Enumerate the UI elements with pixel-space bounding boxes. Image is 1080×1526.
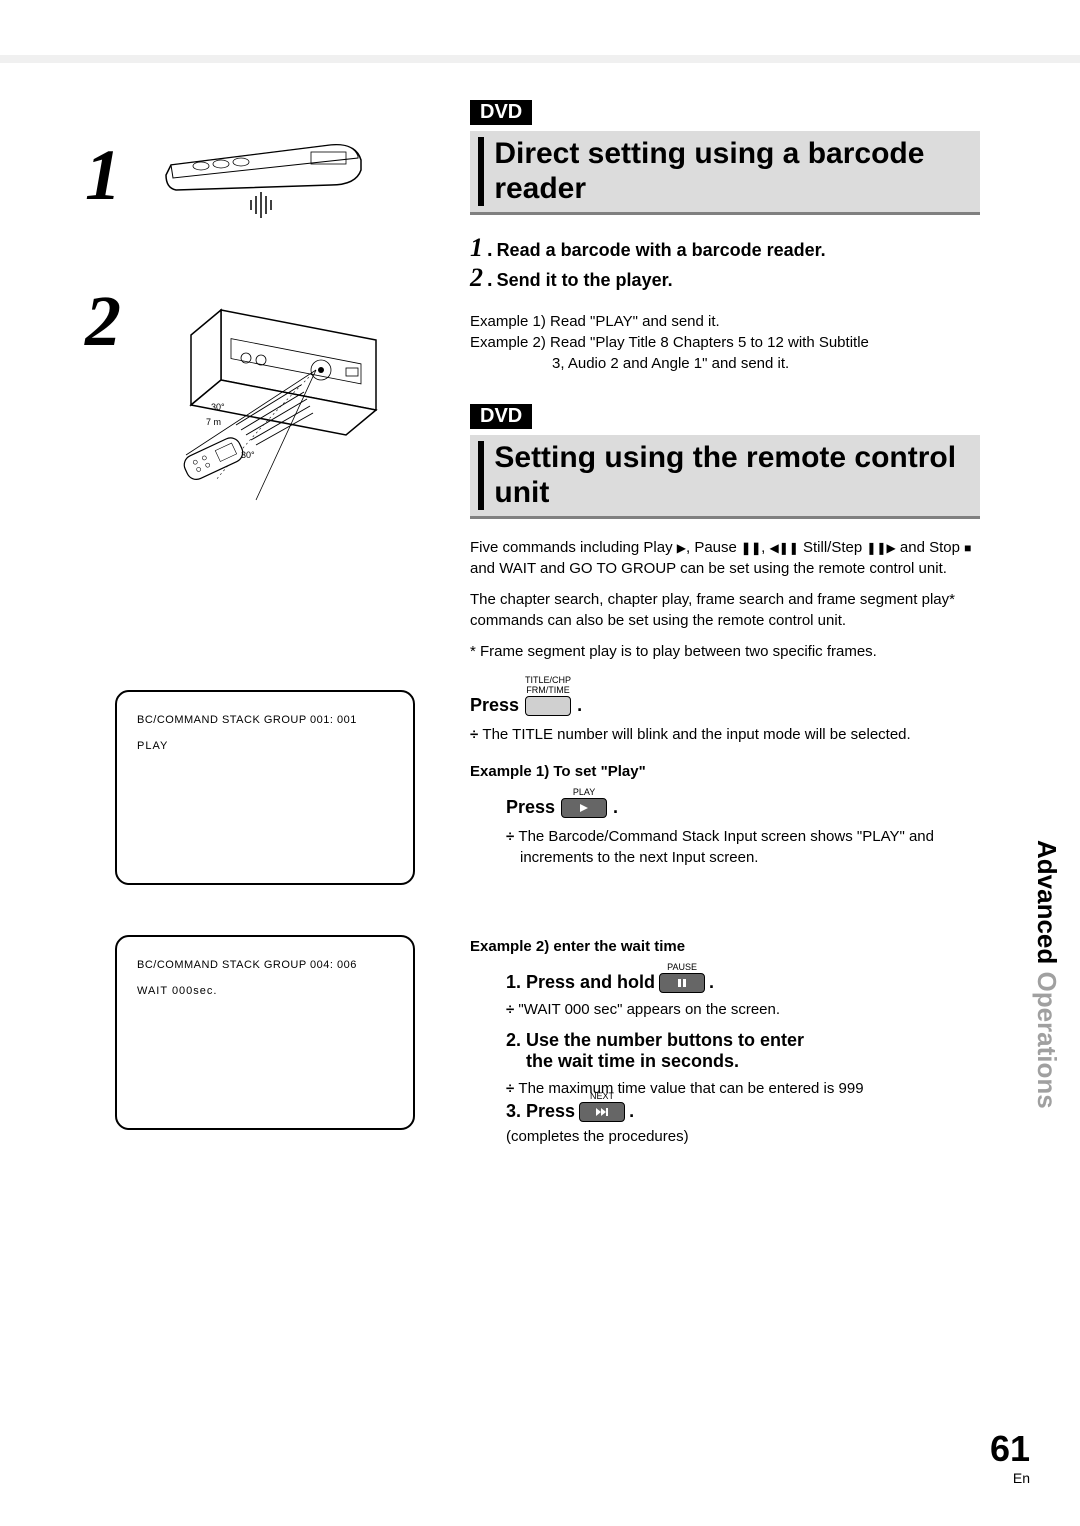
screen-2-body: WAIT 000sec. [137,985,393,997]
script-num-2: 2 [470,263,483,293]
step-1-press-hold: 1. Press and hold [506,972,655,993]
next-icon [595,1107,609,1117]
side-tab-operations: Operations [1032,964,1062,1108]
step-3-press: 3. Press [506,1101,575,1122]
bullet-wait: "WAIT 000 sec" appears on the screen. [506,999,980,1020]
left-column: 1 2 [0,100,470,1185]
page-content: 1 2 [0,100,1080,1185]
angle-label: 30° [211,402,225,412]
press-title-chp: Press TITLE/CHP FRM/TIME . [470,676,980,716]
angle-label-2: 30° [241,450,255,460]
btn-frm-time-label: FRM/TIME [526,686,570,695]
bullet-play: The Barcode/Command Stack Input screen s… [506,826,980,868]
section-2-footnote: * Frame segment play is to play between … [470,641,980,662]
example-2b-text: 3, Audio 2 and Angle 1" and send it. [470,353,980,374]
press-label: Press [470,695,519,716]
top-bar [0,55,1080,63]
press-label-2: Press [506,797,555,818]
right-column: DVD Direct setting using a barcode reade… [470,100,1010,1185]
section-2-p1: Five commands including Play ▶, Pause ❚❚… [470,537,980,579]
section-1-examples: Example 1) Read "PLAY" and send it. Exam… [470,311,980,374]
section-2-header: Setting using the remote control unit [470,435,980,519]
btn-title-chp-label: TITLE/CHP [525,676,571,685]
section-2-p2: The chapter search, chapter play, frame … [470,589,980,631]
illustration-step-1: 1 [85,130,470,220]
next-button[interactable]: NEXT [579,1092,625,1122]
side-tab: Advanced Operations [1031,840,1062,1109]
step-number-2: 2 [85,280,121,363]
remote-illustration [161,130,371,220]
page-number-block: 61 En [990,1428,1030,1486]
wait-step-2b: the wait time in seconds. [506,1051,980,1072]
screen-box-1: BC/COMMAND STACK GROUP 001: 001 PLAY [115,690,415,885]
screen-box-2: BC/COMMAND STACK GROUP 004: 006 WAIT 000… [115,935,415,1130]
section-1-header: Direct setting using a barcode reader [470,131,980,215]
script-num-1: 1 [470,233,483,263]
bullet-max: The maximum time value that can be enter… [506,1078,980,1099]
btn-next-label: NEXT [590,1092,614,1101]
screen-1-header: BC/COMMAND STACK GROUP 001: 001 [137,714,393,726]
wait-step-3: 3. Press NEXT . [506,1101,980,1122]
title-chp-button[interactable]: TITLE/CHP FRM/TIME [525,676,571,716]
bullet-title-blink: The TITLE number will blink and the inpu… [470,724,980,745]
dvd-badge-2: DVD [470,404,532,429]
completes-text: (completes the procedures) [506,1128,980,1145]
page-lang: En [990,1470,1030,1486]
example-2-heading: Example 2) enter the wait time [470,938,980,955]
play-icon [579,803,589,813]
step-2-text: Send it to the player. [497,270,673,291]
pause-icon [677,978,687,988]
step-1-text: Read a barcode with a barcode reader. [497,240,826,261]
section-bar-2 [478,441,484,510]
distance-label: 7 m [206,417,221,427]
example-2a-text: Example 2) Read "Play Title 8 Chapters 5… [470,332,980,353]
wait-step-1: 1. Press and hold PAUSE . [506,963,980,993]
pause-button[interactable]: PAUSE [659,963,705,993]
page-number: 61 [990,1428,1030,1470]
btn-pause-label: PAUSE [667,963,697,972]
section-2-title: Setting using the remote control unit [494,441,972,510]
step-number-1: 1 [85,134,121,217]
wait-step-2a: 2. Use the number buttons to enter [506,1030,980,1051]
barcode-steps: 1. Read a barcode with a barcode reader.… [470,233,980,293]
section-bar [478,137,484,206]
dvd-badge: DVD [470,100,532,125]
screen-1-body: PLAY [137,740,393,752]
illustration-step-2: 2 [85,280,470,510]
example-1-heading: Example 1) To set "Play" [470,763,980,780]
btn-play-label: PLAY [573,788,595,797]
screen-2-header: BC/COMMAND STACK GROUP 004: 006 [137,959,393,971]
play-button[interactable]: PLAY [561,788,607,818]
example-1-block: Press PLAY . The Barcode/Command Stack I… [470,788,980,868]
section-1-title: Direct setting using a barcode reader [494,137,972,206]
example-1-text: Example 1) Read "PLAY" and send it. [470,311,980,332]
example-2-block: 1. Press and hold PAUSE . "WAIT 000 sec"… [470,963,980,1145]
press-play: Press PLAY . [506,788,980,818]
side-tab-advanced: Advanced [1032,840,1062,964]
player-illustration: 30° 7 m 30° [161,280,391,510]
